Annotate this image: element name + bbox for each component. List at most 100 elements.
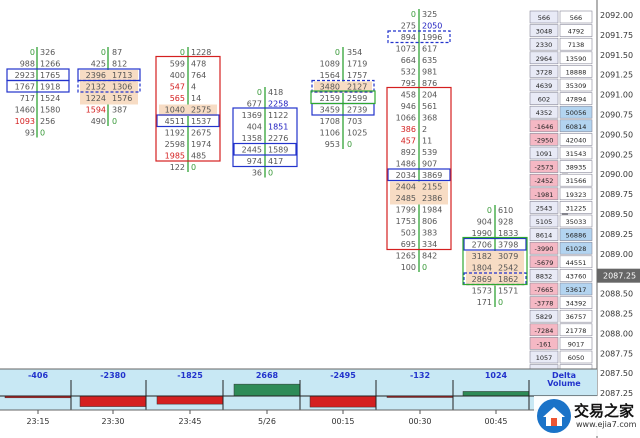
- bid-volume-cell: 2132: [86, 83, 106, 92]
- bid-volume-cell: 1804: [472, 264, 492, 273]
- profile-volume-cell: [559, 255, 593, 269]
- profile-delta-cell: [529, 323, 559, 337]
- profile-delta-value: 566: [538, 14, 550, 22]
- ask-volume-cell: 1228: [191, 48, 211, 57]
- bid-volume-cell: 677: [247, 100, 262, 109]
- profile-delta-cell: [529, 296, 559, 309]
- ask-volume-cell: 1984: [422, 206, 442, 215]
- ask-volume-cell: 417: [268, 157, 283, 166]
- ask-volume-cell: 610: [498, 206, 513, 215]
- profile-delta-cell: [529, 105, 559, 119]
- ask-volume-cell: 2050: [422, 22, 442, 31]
- profile-delta-value: -5679: [535, 259, 554, 267]
- ask-volume-cell: 0: [112, 117, 117, 126]
- profile-delta-cell: [529, 92, 559, 105]
- bid-volume-cell: 171: [477, 298, 492, 307]
- imbalance-box: [463, 237, 527, 251]
- profile-volume-value: 60814: [566, 123, 587, 131]
- ask-volume-cell: 1765: [40, 71, 60, 80]
- imbalance-box: [387, 30, 451, 44]
- value-area-shade: [466, 274, 524, 286]
- ask-volume-cell: 2599: [347, 94, 367, 103]
- bid-volume-cell: 400: [170, 71, 185, 80]
- profile-volume-cell: [559, 133, 593, 146]
- bid-volume-cell: 2404: [396, 183, 416, 192]
- delta-bar: [79, 395, 147, 407]
- ask-volume-cell: 539: [422, 148, 437, 157]
- bid-volume-cell: 1985: [165, 152, 185, 161]
- watermark-brand: 交易之家: [574, 402, 635, 420]
- imbalance-box: [311, 79, 375, 93]
- profile-delta-value: -2950: [535, 136, 554, 144]
- bid-volume-cell: 0: [30, 48, 35, 57]
- profile-delta-cell: [529, 78, 559, 92]
- ask-volume-cell: 1833: [498, 229, 518, 238]
- time-axis-label: 5/26: [258, 417, 276, 426]
- delta-label: Delta: [552, 371, 576, 380]
- profile-delta-value: 5829: [536, 313, 553, 321]
- delta-bar: [462, 391, 530, 397]
- ask-volume-cell: 812: [112, 60, 127, 69]
- profile-delta-value: 602: [538, 96, 550, 104]
- profile-delta-value: 1091: [536, 150, 553, 158]
- bid-volume-cell: 457: [401, 137, 416, 146]
- profile-volume-value: 31225: [566, 204, 587, 212]
- bid-volume-cell: 458: [401, 91, 416, 100]
- ask-volume-cell: 764: [191, 71, 206, 80]
- profile-delta-cell: [529, 133, 559, 146]
- ask-volume-cell: 478: [191, 60, 206, 69]
- ask-volume-cell: 325: [422, 10, 437, 19]
- bid-volume-cell: 1358: [242, 134, 262, 143]
- profile-volume-cell: [559, 187, 593, 201]
- profile-delta-cell: [529, 255, 559, 269]
- delta-value: -2495: [330, 371, 356, 380]
- imbalance-box: [463, 272, 527, 286]
- bid-volume-cell: 695: [401, 240, 416, 249]
- bid-volume-cell: 490: [91, 117, 106, 126]
- profile-volume-value: 53617: [566, 286, 587, 294]
- profile-delta-value: 3048: [536, 28, 553, 36]
- ask-volume-cell: 1589: [268, 146, 288, 155]
- profile-delta-value: 8832: [536, 272, 553, 280]
- bid-volume-cell: 3480: [320, 83, 340, 92]
- ask-volume-cell: 1580: [40, 106, 60, 115]
- profile-volume-value: 50056: [566, 109, 587, 117]
- price-axis-label: 2087.75: [600, 349, 633, 358]
- ask-volume-cell: 383: [422, 229, 437, 238]
- bid-volume-cell: 664: [401, 56, 416, 65]
- time-axis-label: 00:45: [484, 417, 507, 426]
- profile-delta-value: -7665: [535, 286, 554, 294]
- time-axis-label: 23:30: [101, 417, 124, 426]
- profile-delta-cell: [529, 201, 559, 214]
- profile-delta-cell: [529, 51, 559, 65]
- candle-body-green: [310, 90, 376, 105]
- profile-volume-value: 19323: [566, 191, 587, 199]
- profile-volume-value: 47894: [566, 96, 587, 104]
- profile-volume-value: 18888: [566, 68, 587, 76]
- profile-volume-cell: [559, 37, 593, 51]
- bid-volume-cell: 1040: [165, 106, 185, 115]
- ask-volume-cell: 2739: [347, 106, 367, 115]
- ask-volume-cell: 1974: [191, 140, 211, 149]
- bid-volume-cell: 1799: [396, 206, 416, 215]
- profile-volume-value: 4792: [568, 28, 585, 36]
- price-axis-label: 2091.00: [600, 91, 633, 100]
- profile-delta-cell: [529, 10, 559, 24]
- bid-volume-cell: 953: [325, 140, 340, 149]
- house-logo-icon: [537, 399, 571, 433]
- ask-volume-cell: 1757: [347, 71, 367, 80]
- bid-volume-cell: 0: [335, 48, 340, 57]
- value-area-shade: [159, 104, 217, 116]
- profile-delta-value: 8614: [536, 232, 553, 240]
- bid-volume-cell: 1066: [396, 114, 416, 123]
- bid-volume-cell: 122: [170, 163, 185, 172]
- ask-volume-cell: 1576: [112, 94, 132, 103]
- bid-volume-cell: 2445: [242, 146, 262, 155]
- ask-volume-cell: 0: [498, 298, 503, 307]
- ask-volume-cell: 1306: [112, 83, 132, 92]
- ask-volume-cell: 2258: [268, 100, 288, 109]
- bid-volume-cell: 1369: [242, 111, 262, 120]
- imbalance-box: [77, 79, 141, 93]
- delta-bar: [309, 395, 377, 408]
